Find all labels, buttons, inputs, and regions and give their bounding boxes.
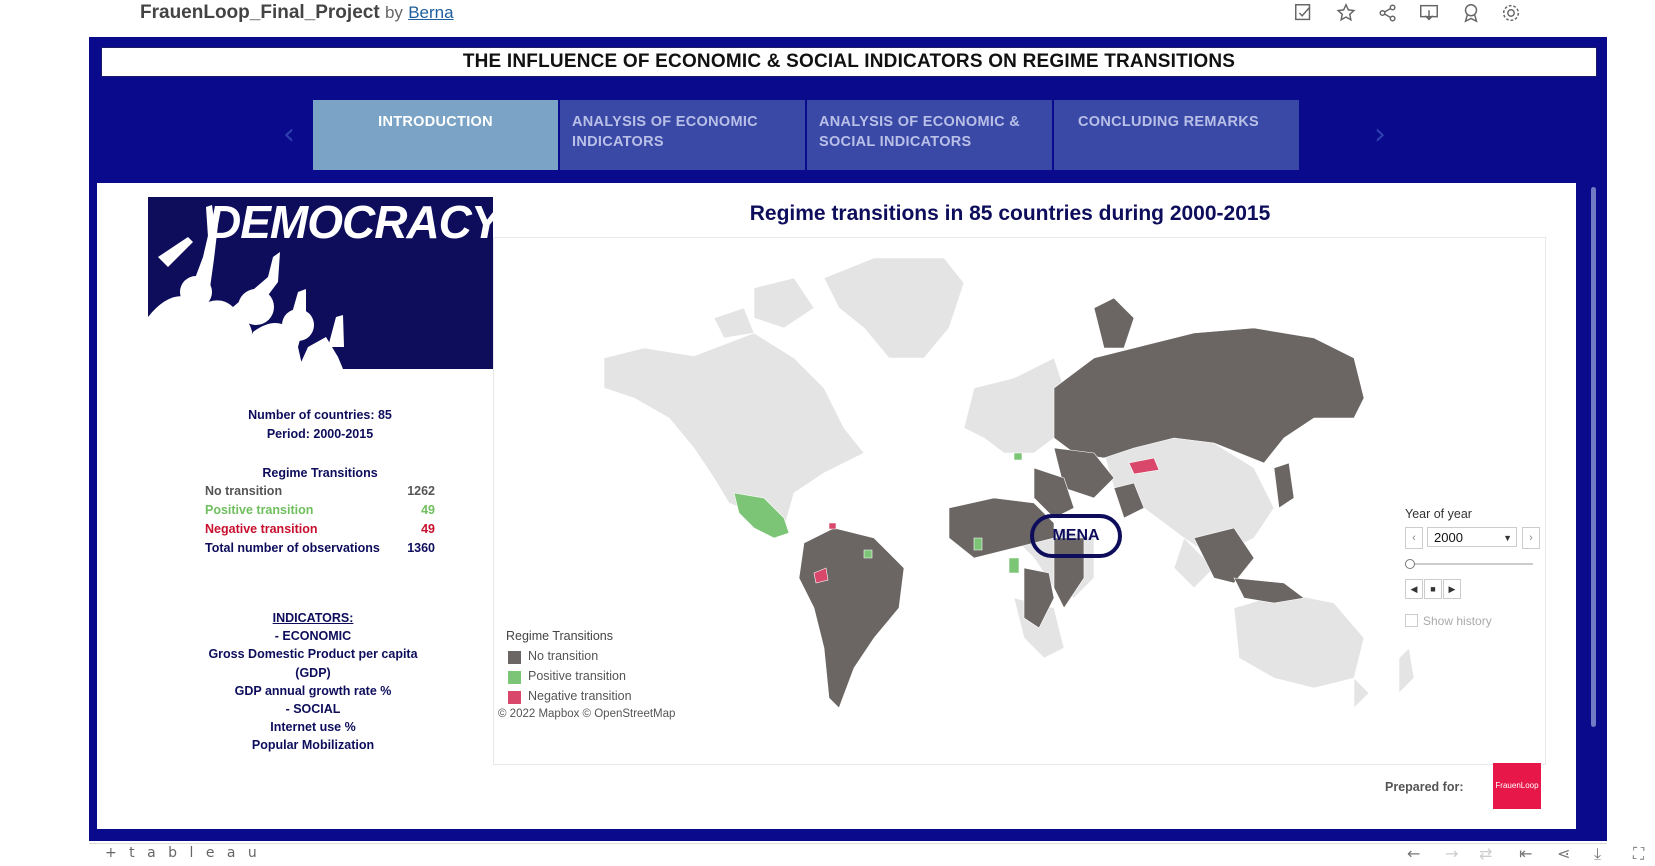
chevron-left-icon[interactable]: ‹	[1405, 527, 1423, 549]
share-icon[interactable]	[1377, 2, 1401, 26]
badge-icon[interactable]	[1460, 2, 1484, 26]
by-label: by	[384, 3, 403, 22]
revert-all-icon[interactable]: ⇤	[1519, 844, 1533, 863]
edit-icon[interactable]	[1293, 2, 1317, 26]
tab-introduction[interactable]: INTRODUCTION	[313, 100, 558, 170]
row-label: Positive transition	[205, 503, 314, 517]
mena-annotation: MENA	[1030, 514, 1122, 558]
row-label: Total number of observations	[205, 541, 380, 555]
tableau-logo[interactable]: + t a b l e a u	[105, 845, 261, 861]
banner-title: DEMOCRACY!	[208, 197, 493, 248]
indicators-heading: INDICATORS:	[272, 611, 354, 625]
indicator-line: Popular Mobilization	[251, 738, 375, 753]
legend-label: Positive transition	[528, 669, 626, 683]
year-dropdown[interactable]: 2000 ▼	[1427, 527, 1517, 547]
map-canvas[interactable]	[494, 238, 1545, 764]
world-map[interactable]: © 2022 Mapbox © OpenStreetMap	[493, 237, 1546, 765]
vertical-scrollbar[interactable]	[1591, 187, 1596, 727]
fullscreen-icon[interactable]: ⛶	[1633, 844, 1645, 863]
crowd-silhouette-image	[148, 205, 344, 369]
author-link[interactable]: Berna	[408, 3, 454, 22]
show-history-label: Show history	[1423, 614, 1492, 628]
year-filter-label: Year of year	[1405, 507, 1472, 521]
indicator-line: - ECONOMIC	[274, 629, 352, 644]
transition-row-none: No transition 1262	[205, 484, 435, 503]
row-label: Negative transition	[205, 522, 318, 536]
period-range: Period: 2000-2015	[266, 427, 374, 441]
legend-item-positive-transition[interactable]: Positive transition	[506, 669, 632, 689]
download-icon[interactable]: ⤓	[1594, 844, 1602, 863]
row-value: 1262	[407, 484, 435, 498]
year-value: 2000	[1434, 530, 1463, 545]
project-title: FrauenLoop_Final_Project by Berna	[140, 2, 454, 24]
chevron-down-icon: ▼	[1503, 533, 1512, 543]
legend-swatch	[508, 691, 521, 704]
tab-analysis-economic-social[interactable]: ANALYSIS OF ECONOMIC & SOCIAL INDICATORS	[807, 100, 1052, 170]
legend-swatch	[508, 671, 521, 684]
map-title: Regime transitions in 85 countries durin…	[749, 202, 1271, 225]
tab-label: CONCLUDING REMARKS	[1078, 114, 1260, 130]
countries-count: Number of countries: 85	[248, 408, 392, 422]
play-icon[interactable]: ▶	[1443, 579, 1461, 599]
map-attribution[interactable]: © 2022 Mapbox © OpenStreetMap	[498, 708, 676, 720]
slider-handle[interactable]	[1405, 559, 1415, 569]
revert-icon[interactable]: ⇄	[1479, 844, 1493, 863]
democracy-banner: DEMOCRACY!	[148, 197, 493, 369]
row-label: No transition	[205, 484, 283, 498]
bottom-toolbar: + t a b l e a u ← → ⇄ ⇤ ⋖ ⤓ ⛶	[89, 843, 1644, 866]
row-value: 49	[421, 503, 435, 517]
download-icon[interactable]	[1418, 2, 1442, 26]
year-selector: ‹ 2000 ▼ › ◀ ■ ▶ Show history	[1405, 527, 1545, 628]
summary-block: Number of countries: 85 Period: 2000-201…	[205, 406, 435, 444]
prepared-for-label: Prepared for:	[1385, 780, 1464, 794]
undo-icon[interactable]: ←	[1407, 844, 1421, 863]
dashboard-title-text: THE INFLUENCE OF ECONOMIC & SOCIAL INDIC…	[462, 51, 1236, 72]
redo-icon[interactable]: →	[1445, 844, 1459, 863]
year-slider[interactable]	[1405, 559, 1533, 569]
step-back-icon[interactable]: ◀	[1405, 579, 1423, 599]
transition-row-negative: Negative transition 49	[205, 522, 435, 541]
indicators-block: INDICATORS: - ECONOMIC Gross Domestic Pr…	[193, 609, 433, 755]
indicator-line: GDP annual growth rate %	[234, 683, 392, 698]
legend-item-negative-transition[interactable]: Negative transition	[506, 689, 632, 709]
row-value: 1360	[407, 541, 435, 555]
row-value: 49	[421, 522, 435, 536]
logo-text: FrauenLoop	[1495, 781, 1539, 790]
legend-label: No transition	[528, 649, 599, 663]
transitions-heading: Regime Transitions	[262, 466, 378, 480]
transitions-table: No transition 1262 Positive transition 4…	[205, 484, 435, 560]
legend-swatch	[508, 651, 521, 664]
stop-icon[interactable]: ■	[1424, 579, 1442, 599]
legend-label: Negative transition	[528, 689, 632, 703]
legend-item-no-transition[interactable]: No transition	[506, 649, 632, 669]
tab-concluding-remarks[interactable]: CONCLUDING REMARKS	[1054, 100, 1299, 170]
legend-title: Regime Transitions	[506, 629, 613, 643]
indicator-line: - SOCIAL	[285, 702, 341, 717]
tab-label: ANALYSIS OF ECONOMIC INDICATORS	[572, 114, 758, 150]
tab-label: ANALYSIS OF ECONOMIC & SOCIAL INDICATORS	[819, 114, 1021, 150]
transition-row-total: Total number of observations 1360	[205, 541, 435, 560]
year-filter: Year of year ‹ 2000 ▼ › ◀ ■ ▶ Show histo…	[1405, 507, 1545, 628]
show-history-toggle[interactable]: Show history	[1405, 614, 1492, 628]
share-icon[interactable]: ⋖	[1557, 844, 1571, 863]
frauenloop-logo: FrauenLoop	[1493, 763, 1541, 809]
tab-label: INTRODUCTION	[378, 114, 493, 130]
gear-icon[interactable]	[1500, 2, 1524, 26]
map-legend: Regime Transitions No transition Positiv…	[506, 629, 632, 709]
transition-row-positive: Positive transition 49	[205, 503, 435, 522]
top-bar: FrauenLoop_Final_Project by Berna	[0, 0, 1655, 30]
story-next-arrow-icon[interactable]: ›	[1374, 117, 1386, 152]
workbook-name: FrauenLoop_Final_Project	[140, 2, 380, 23]
story-prev-arrow-icon[interactable]: ‹	[283, 117, 295, 152]
star-icon[interactable]	[1335, 2, 1359, 26]
indicator-line: Internet use %	[270, 720, 356, 735]
tab-analysis-economic[interactable]: ANALYSIS OF ECONOMIC INDICATORS	[560, 100, 805, 170]
chevron-right-icon[interactable]: ›	[1522, 527, 1540, 549]
dashboard-title: THE INFLUENCE OF ECONOMIC & SOCIAL INDIC…	[101, 47, 1597, 77]
show-history-checkbox[interactable]	[1405, 614, 1418, 627]
indicator-line: Gross Domestic Product per capita (GDP)	[208, 647, 418, 680]
